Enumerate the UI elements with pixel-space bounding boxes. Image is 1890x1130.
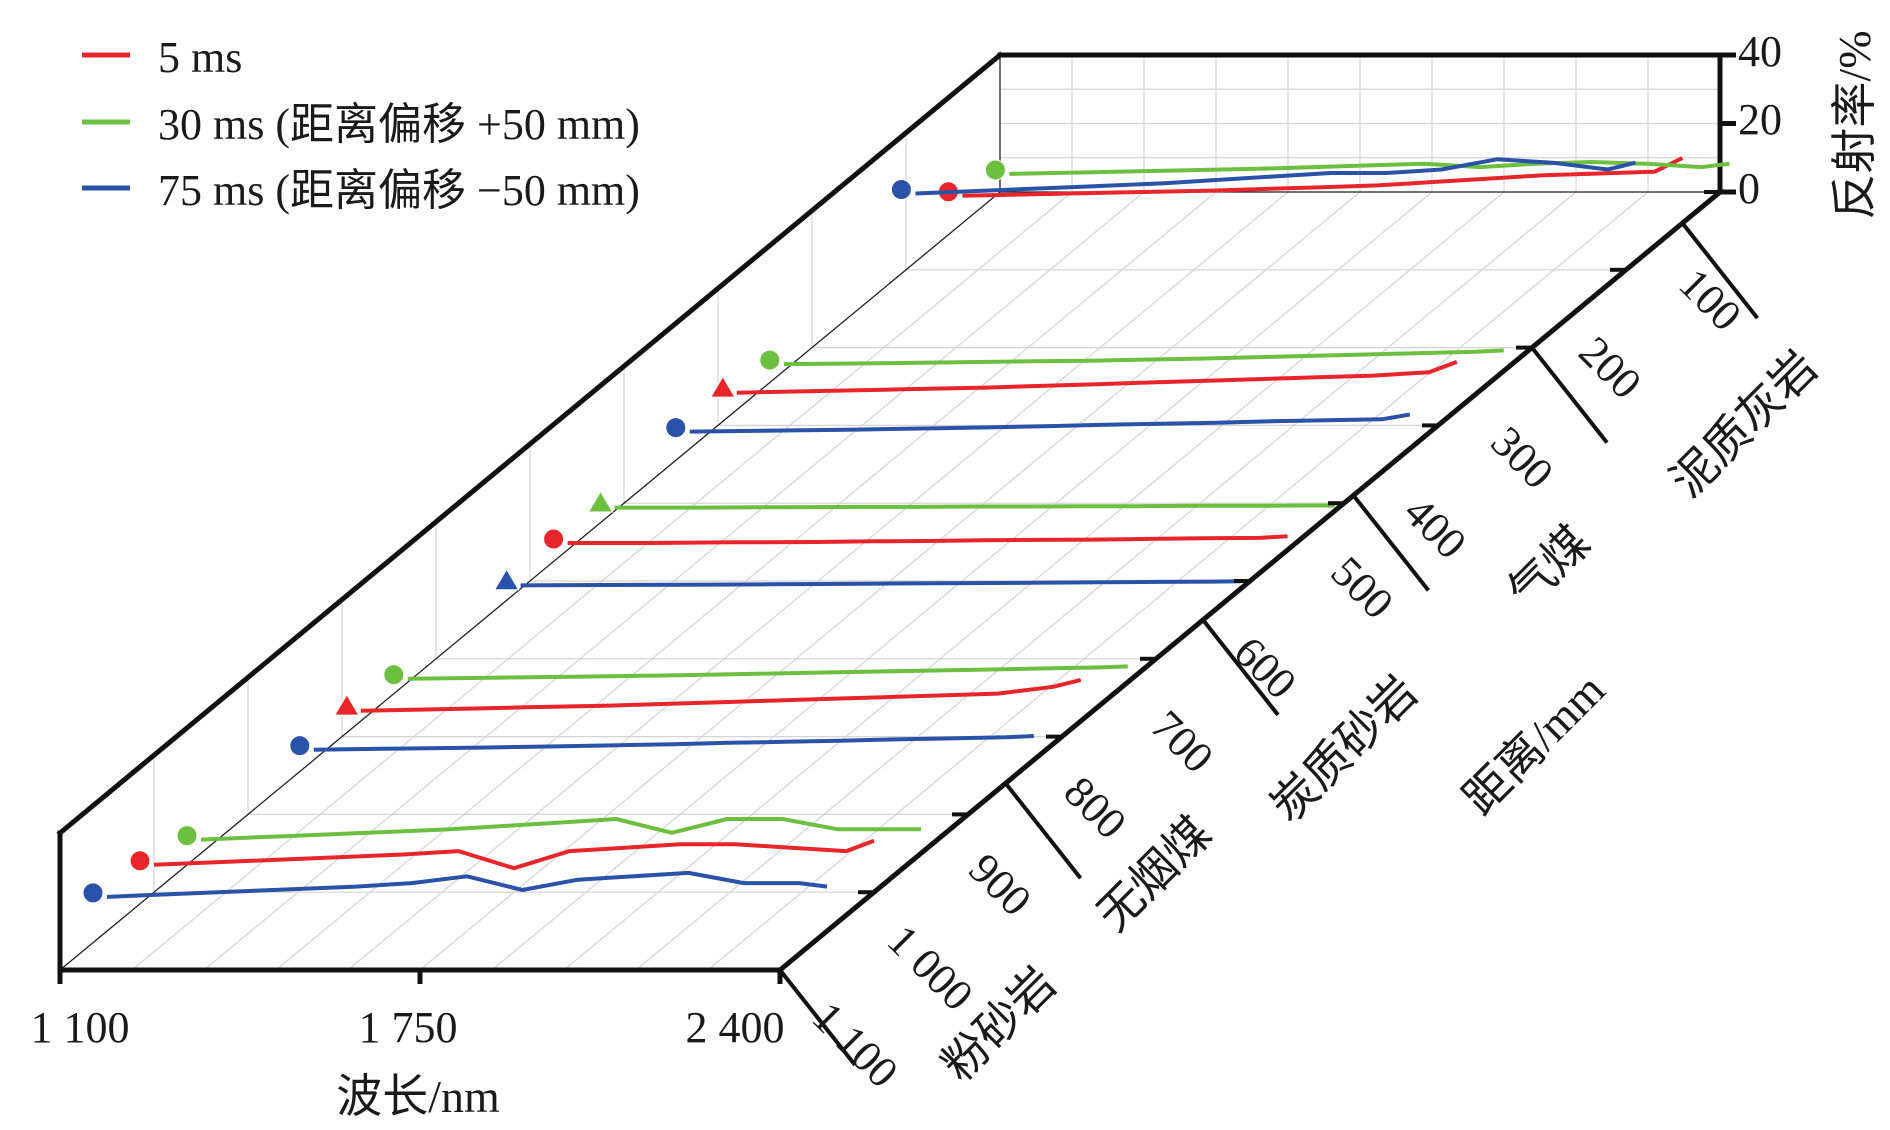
legend-label-5ms: 5 ms	[158, 33, 242, 82]
series-line	[360, 677, 1082, 713]
category-separator	[1530, 346, 1609, 444]
series-line	[407, 664, 1128, 681]
y-tick-label-300: 300	[1482, 417, 1563, 498]
y-axis-title: 距离/mm	[1454, 664, 1615, 825]
series-marker	[129, 850, 151, 872]
series-line	[915, 157, 1636, 196]
category-label-argillaceous-limestone: 泥质灰岩	[1661, 341, 1827, 507]
series-line	[153, 838, 875, 871]
z-axis-title: 反射率/%	[1829, 30, 1880, 219]
series-line	[520, 579, 1241, 588]
series-line	[689, 412, 1411, 434]
series-marker	[82, 882, 104, 904]
legend-label-75ms: 75 ms (距离偏移 −50 mm)	[158, 166, 640, 215]
x-tick-label-1100: 1 100	[31, 1003, 130, 1052]
legend-label-30ms: 30 ms (距离偏移 +50 mm)	[158, 100, 640, 149]
category-separator	[778, 968, 857, 1067]
series-layer	[82, 156, 1730, 904]
y-tick-label-1100: 1 100	[803, 992, 908, 1097]
series-line	[783, 348, 1504, 367]
series-marker	[709, 375, 736, 398]
z-tick-label-20: 20	[1738, 95, 1782, 144]
series-marker	[176, 825, 198, 847]
series-line	[614, 503, 1335, 510]
y-tick-label-500: 500	[1322, 547, 1403, 628]
legend: 5 ms 30 ms (距离偏移 +50 mm) 75 ms (距离偏移 −50…	[82, 33, 640, 215]
series-line	[567, 534, 1288, 545]
series-marker	[543, 528, 565, 550]
z-tick-label-40: 40	[1738, 27, 1782, 76]
series-marker	[333, 693, 360, 716]
y-tick-label-800: 800	[1055, 767, 1136, 848]
series-marker	[890, 179, 912, 201]
series-marker	[665, 417, 687, 439]
series-marker	[587, 490, 614, 513]
series-marker	[289, 735, 311, 757]
category-separator	[1004, 782, 1083, 880]
y-tick-label-400: 400	[1395, 487, 1476, 568]
y-tick-label-900: 900	[960, 844, 1041, 925]
category-label-gas-coal: 气煤	[1498, 516, 1599, 617]
series-line	[736, 360, 1458, 395]
series-line	[1009, 160, 1730, 176]
x-tick-label-2400: 2 400	[686, 1003, 785, 1052]
series-line	[106, 870, 828, 899]
y-tick-label-600: 600	[1225, 627, 1306, 708]
series-marker	[759, 349, 781, 371]
series-line	[200, 817, 921, 842]
series-marker	[383, 664, 405, 686]
z-tick-label-0: 0	[1738, 164, 1760, 213]
y-tick-label-200: 200	[1570, 327, 1651, 408]
series-line	[962, 156, 1684, 198]
category-separator	[1201, 618, 1280, 717]
x-axis-title: 波长/nm	[336, 1071, 500, 1122]
series-line	[313, 734, 1034, 752]
y-tick-label-700: 700	[1142, 701, 1223, 782]
y-tick-label-1000: 1 000	[878, 915, 983, 1020]
series-marker	[984, 159, 1006, 181]
x-tick-label-1750: 1 750	[359, 1003, 458, 1052]
series-marker	[493, 568, 520, 591]
y-tick-label-100: 100	[1670, 259, 1751, 340]
axis-layer	[57, 52, 1759, 1067]
category-separator	[1680, 221, 1759, 320]
category-separator	[1351, 494, 1430, 592]
top-left-edge	[56, 51, 1004, 837]
